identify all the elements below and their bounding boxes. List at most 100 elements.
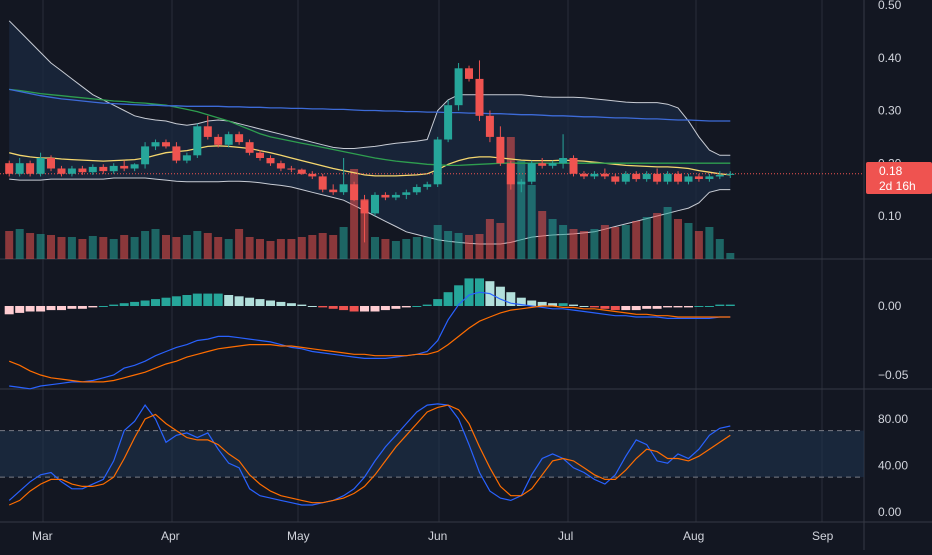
volume-bar [245,237,254,259]
macd-histogram-bar [412,306,422,307]
volume-bar [485,219,494,259]
volume-bar [214,237,223,259]
macd-histogram-bar [464,278,474,306]
bollinger-fill [9,20,731,244]
candle-body [297,169,306,174]
macd-histogram-bar [401,306,411,308]
macd-histogram-bar [25,306,35,312]
candle-body [256,152,264,158]
candle-body [433,139,442,185]
candle-body [465,68,473,79]
macd-histogram-bar [579,306,589,307]
volume-bar [642,217,651,259]
volume-bar [162,235,170,259]
volume-bar [454,233,463,259]
macd-line [9,291,731,390]
candle-body [715,174,724,177]
candle-body [78,168,87,173]
macd-histogram-bar [203,293,213,306]
volume-bar [109,239,118,259]
volume-bar [538,211,547,259]
macd-histogram-bar [380,306,390,311]
macd-histogram-bar [495,286,505,306]
candle-body [444,105,453,140]
volume-bar [632,221,641,259]
candle-body [308,173,317,177]
volume-bar [527,185,536,259]
candle-body [203,126,212,137]
candle-body [485,115,494,137]
volume-bar [339,227,348,259]
volume-bar [559,225,568,259]
macd-histogram-bar [192,293,202,306]
macd-histogram-bar [663,306,673,308]
macd-histogram-bar [422,304,432,306]
stochastic-tick-label: 0.00 [878,505,902,519]
bollinger-lower-line [9,177,731,245]
volume-bar [674,219,682,259]
macd-histogram-bar [182,295,192,306]
volume-bar [141,231,150,259]
macd-histogram-bar [161,297,171,306]
stochastic-band [0,430,864,478]
candle-body [36,158,45,174]
bollinger-bands [8,20,731,245]
volume-bar [705,227,714,259]
price-tag-countdown: 2d 16h [879,179,916,193]
volume-bar [329,235,338,259]
macd-histogram-bar [213,293,223,306]
candle-body [694,176,703,179]
candle-body [454,68,463,106]
x-tick-label: Sep [812,529,834,543]
candle-body [559,158,568,164]
macd-histogram-bar [130,301,140,306]
volume-bar [371,237,379,259]
macd-histogram-bar [328,306,338,309]
volume-bar [465,235,473,259]
candle-body [287,168,296,170]
macd-histogram-bar [318,306,328,308]
volume-bar [151,229,160,259]
macd-histogram-bar [119,303,129,306]
macd-histogram-bar [600,306,610,309]
macd-histogram-bar [286,303,296,306]
volume-bar [611,227,620,259]
macd-histogram-bar [67,306,77,309]
candle-body [120,165,129,169]
volume-bar [391,241,400,259]
volume-bar [256,239,264,259]
macd-histogram-bar [569,304,578,306]
candle-body [276,163,285,169]
macd-histogram-bar [506,292,516,306]
candle-body [151,142,160,147]
last-price-tag[interactable]: 0.18 2d 16h [866,162,932,194]
volume-bar [120,235,129,259]
macd-histogram-bar [307,306,317,307]
macd-histogram-bar [276,301,286,306]
volume-bar [276,239,285,259]
candle-body [109,165,118,172]
candle-body [663,173,672,182]
macd-histogram-bar [631,306,641,311]
price-tick-label: 0.30 [878,104,902,118]
volume-bar [569,229,578,259]
candle-body [5,163,14,174]
macd-histogram-bar [255,299,265,306]
volume-bar [381,239,390,259]
candle-body [548,163,557,166]
volume-bar [350,169,359,259]
volume-bar [266,241,275,259]
volume-bar [653,213,662,259]
candle-body [182,155,191,161]
macd-tick-label: 0.00 [878,299,902,313]
candle-body [88,166,97,173]
volume-bar [423,237,432,259]
volume-bar [99,237,108,259]
candle-body [371,194,379,214]
candle-body [590,173,599,177]
macd-histogram-bar [36,306,46,312]
macd-histogram-bar [725,304,735,306]
candle-body [496,136,505,164]
